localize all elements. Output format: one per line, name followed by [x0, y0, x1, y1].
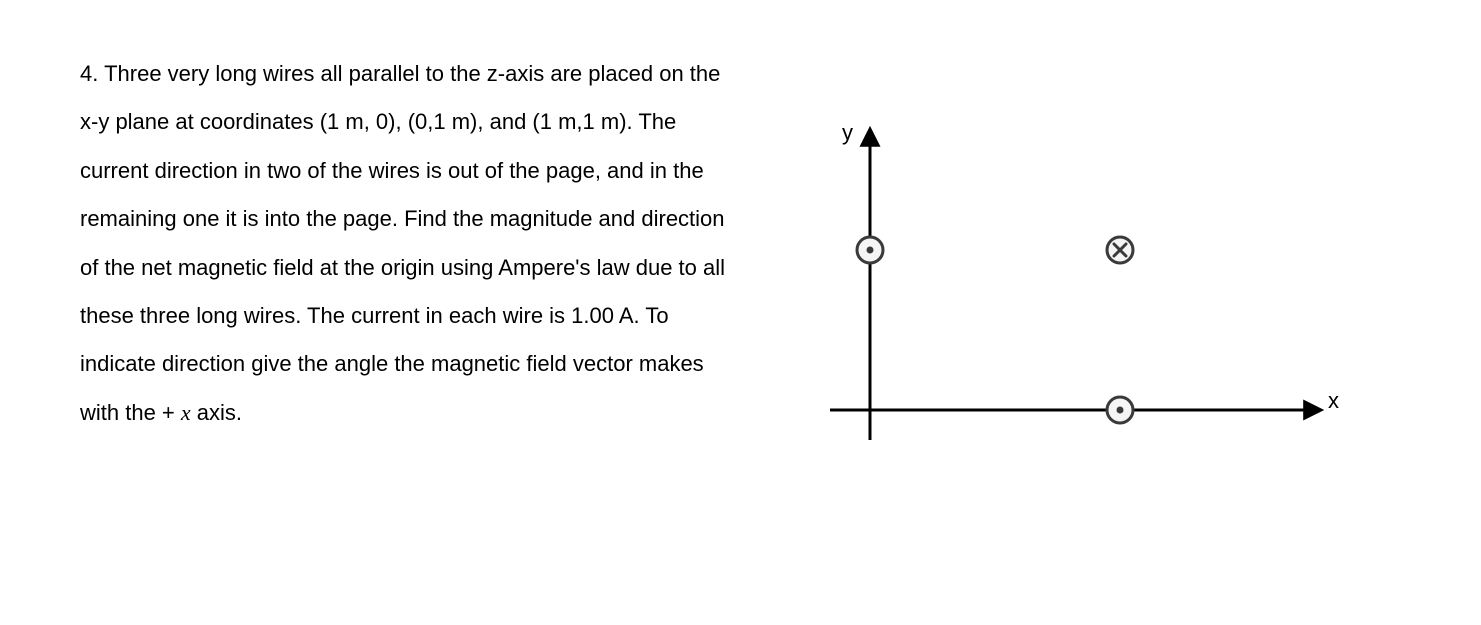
problem-line-7: with the + [80, 400, 181, 425]
problem-line-1: x-y plane at coordinates (1 m, 0), (0,1 … [80, 109, 676, 134]
diagram: y x [800, 90, 1360, 490]
problem-math-var: x [181, 400, 191, 425]
x-axis-label: x [1328, 388, 1339, 414]
problem-text: 4. Three very long wires all parallel to… [80, 50, 760, 437]
problem-line-2: current direction in two of the wires is… [80, 158, 704, 183]
page: 4. Three very long wires all parallel to… [0, 0, 1481, 625]
problem-line-0: Three very long wires all parallel to th… [104, 61, 720, 86]
problem-line-3: remaining one it is into the page. Find … [80, 206, 725, 231]
problem-tail: axis. [191, 400, 242, 425]
content-row: 4. Three very long wires all parallel to… [80, 50, 1441, 490]
problem-number: 4. [80, 61, 98, 86]
problem-line-6: indicate direction give the angle the ma… [80, 351, 704, 376]
problem-line-4: of the net magnetic field at the origin … [80, 255, 725, 280]
y-axis-label: y [842, 120, 853, 146]
problem-line-5: these three long wires. The current in e… [80, 303, 669, 328]
diagram-svg [800, 90, 1360, 490]
